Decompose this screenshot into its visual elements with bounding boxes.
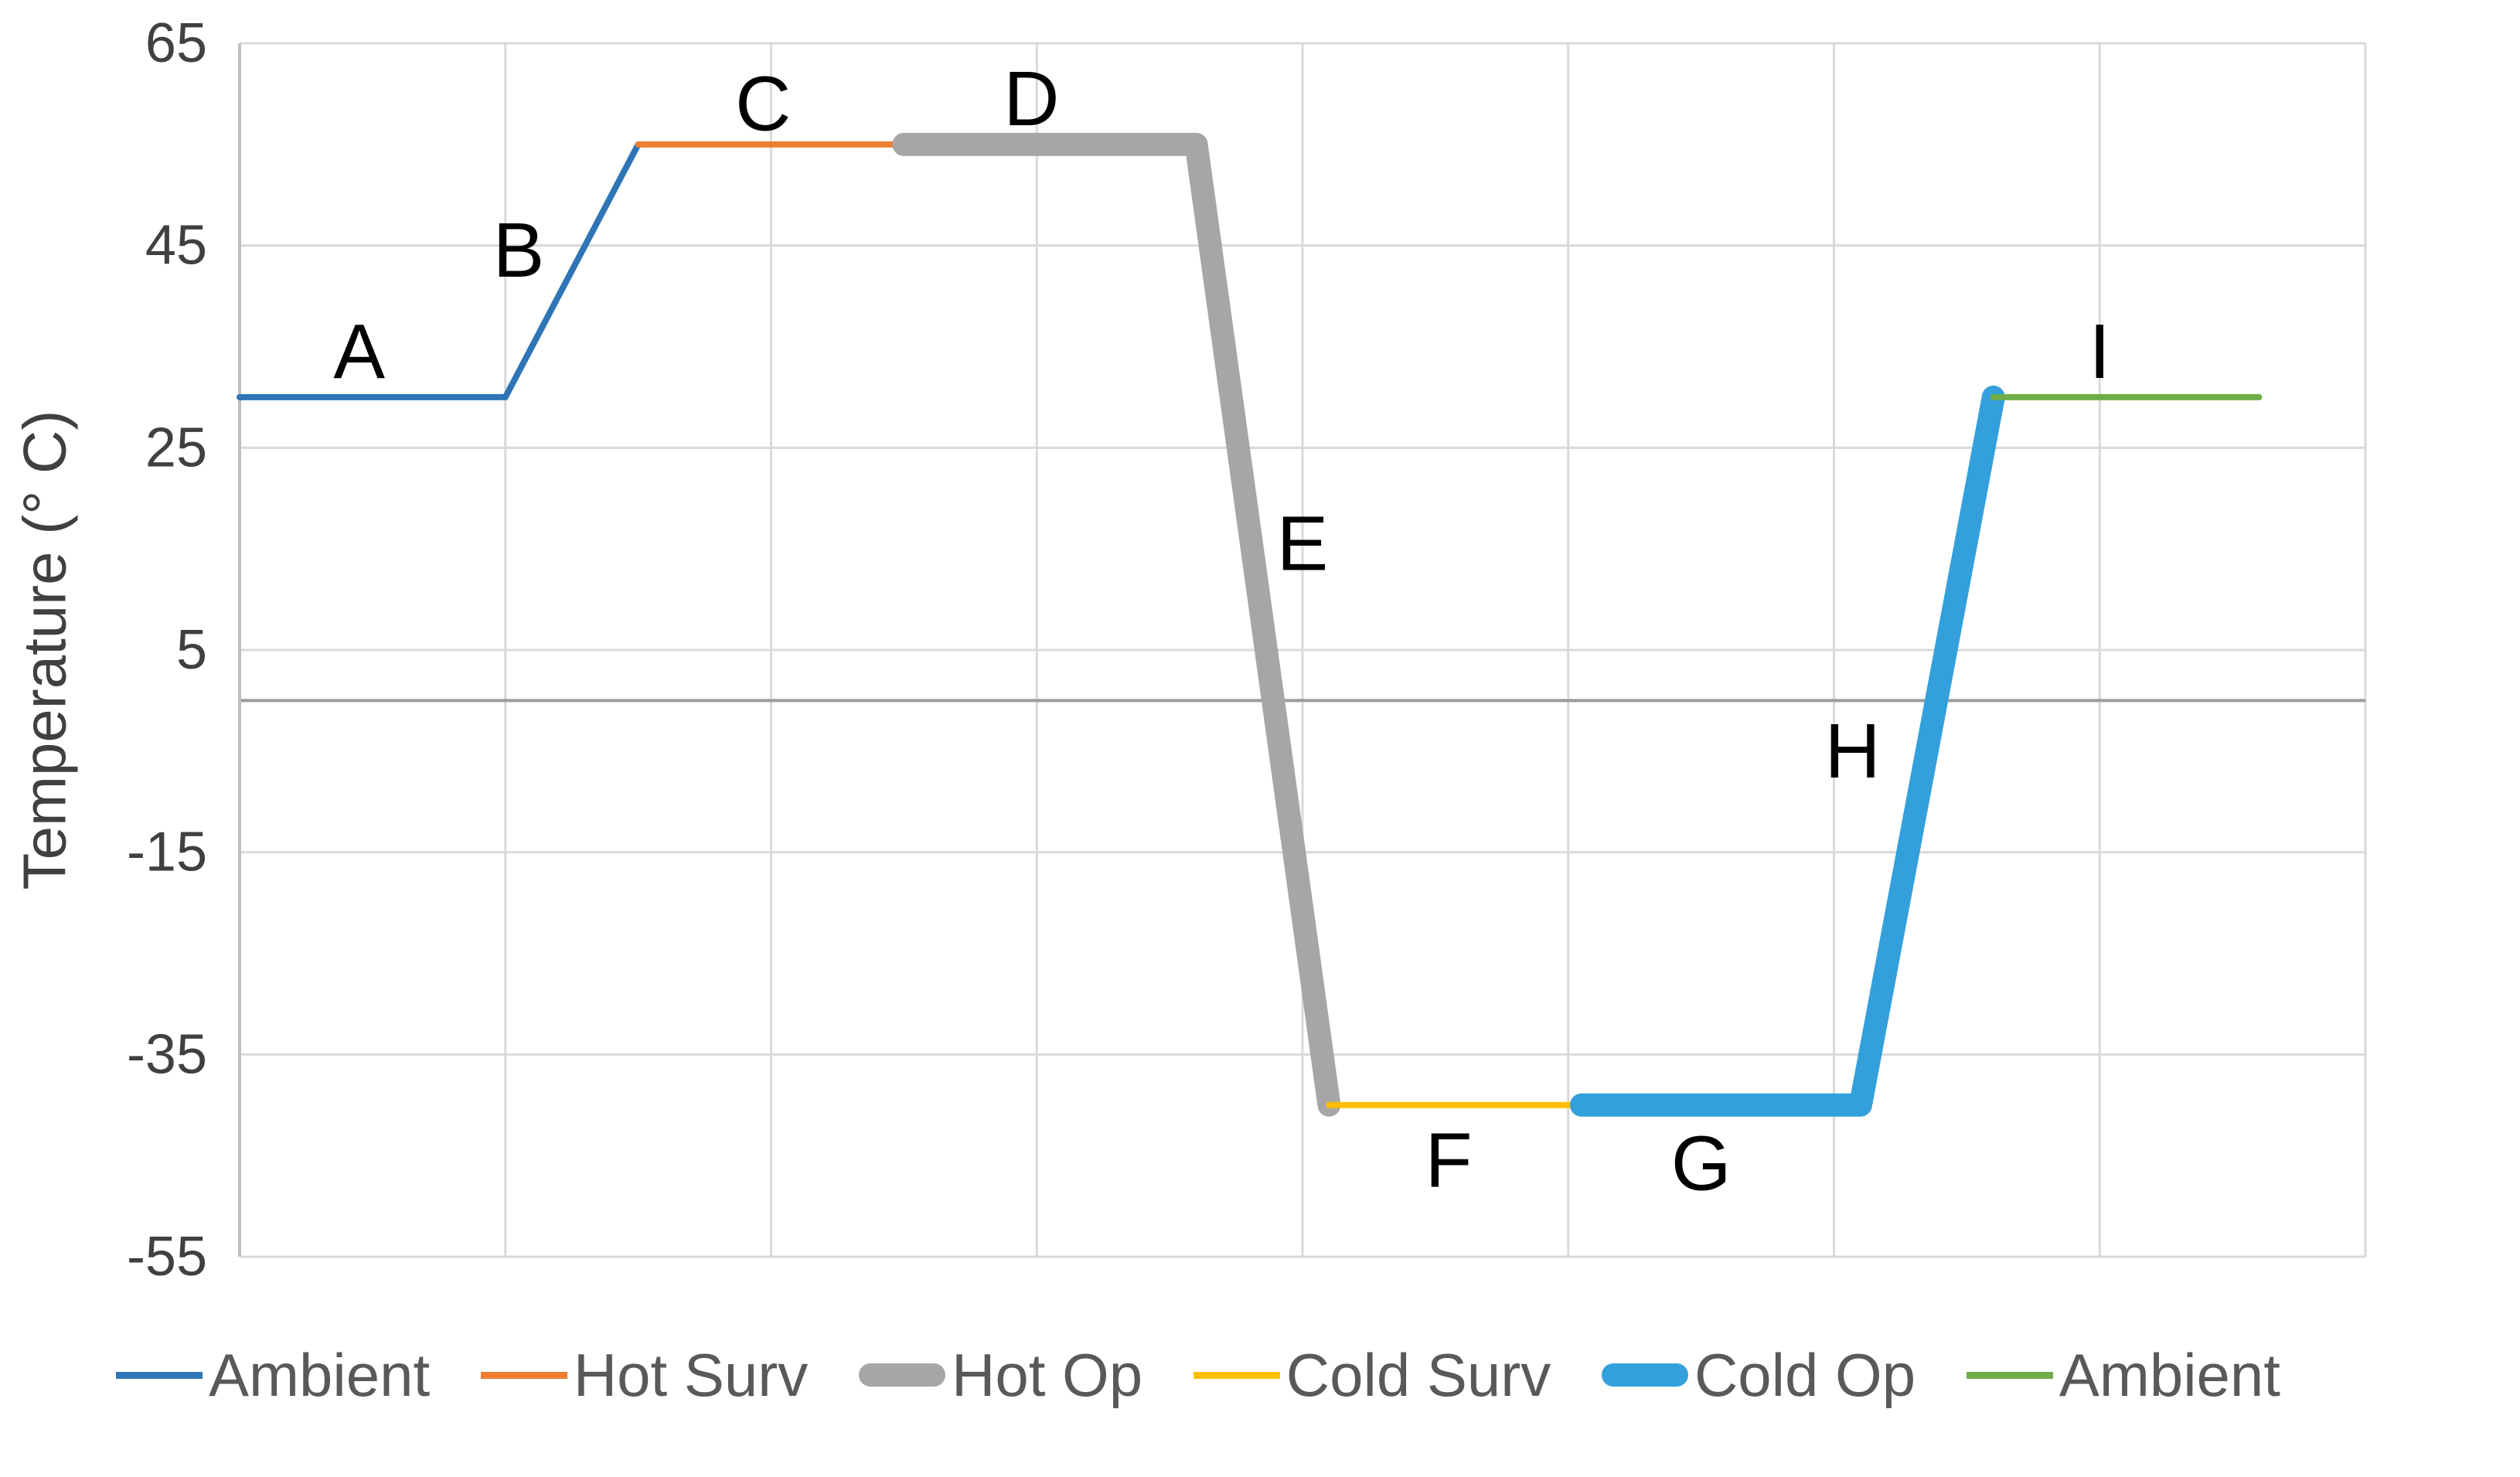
segment-label-f: F	[1425, 1118, 1473, 1204]
legend-item-cold-op: Cold Op	[1601, 1341, 1916, 1409]
legend-label: Ambient	[209, 1341, 431, 1409]
legend-item-cold-surv: Cold Surv	[1193, 1341, 1551, 1409]
y-tick-label: 45	[145, 215, 207, 277]
y-tick-label: 25	[145, 417, 207, 478]
series-cold-op	[1569, 385, 2005, 1117]
legend-label: Cold Surv	[1286, 1341, 1551, 1409]
segment-label-a: A	[333, 308, 385, 395]
y-tick-label: -15	[127, 822, 207, 883]
legend-item-hot-surv: Hot Surv	[480, 1341, 809, 1409]
segment-label-e: E	[1277, 501, 1329, 587]
segment-label-b: B	[493, 207, 545, 294]
y-tick-label: 65	[145, 12, 207, 74]
segment-label-g: G	[1671, 1121, 1732, 1207]
legend-line-swatch	[116, 1371, 203, 1379]
y-tick-label: -35	[127, 1023, 207, 1085]
legend-line-swatch	[1193, 1371, 1280, 1379]
series-ambient	[237, 141, 642, 400]
legend-item-ambient: Ambient	[1966, 1341, 2280, 1409]
legend-line-swatch	[480, 1371, 567, 1379]
legend-line-swatch	[1966, 1371, 2053, 1379]
y-tick-label: -55	[127, 1226, 207, 1288]
legend-label: Cold Op	[1694, 1341, 1916, 1409]
y-axis-title: Temperature (° C)	[10, 410, 79, 890]
segment-label-i: I	[2089, 308, 2110, 395]
legend-item-ambient: Ambient	[116, 1345, 430, 1405]
legend-label: Hot Surv	[573, 1341, 809, 1409]
legend-item-hot-op: Hot Op	[858, 1341, 1143, 1409]
legend-label: Ambient	[2059, 1341, 2280, 1409]
segment-label-c: C	[735, 61, 791, 148]
legend-label: Hot Op	[951, 1341, 1143, 1409]
chart-legend: Ambient Hot Surv Hot Op Cold Surv Cold Op Amb…	[116, 1345, 2280, 1405]
series-hot-op	[892, 132, 1341, 1117]
y-tick-label: 5	[176, 619, 207, 681]
legend-line-swatch	[858, 1363, 945, 1387]
segment-label-d: D	[1003, 56, 1059, 142]
legend-line-swatch	[1601, 1363, 1688, 1387]
segment-label-h: H	[1824, 708, 1880, 795]
